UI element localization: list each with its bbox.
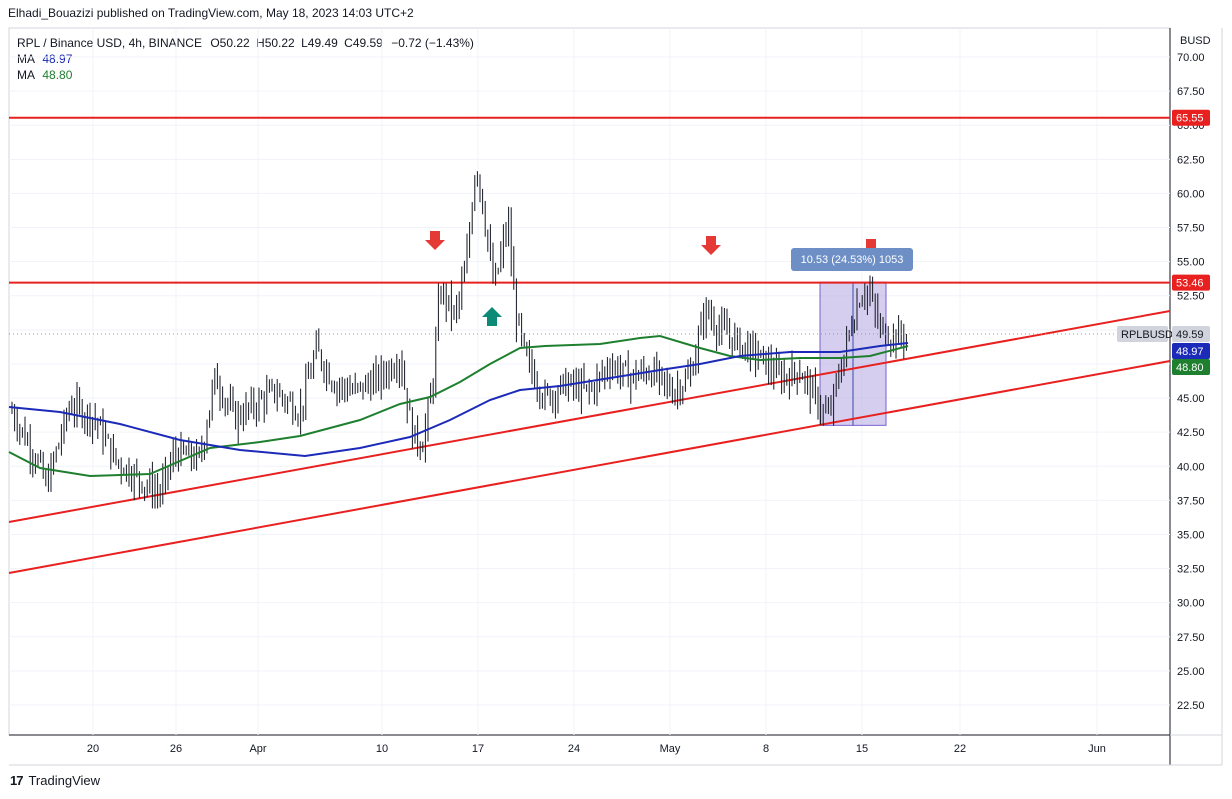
y-tick-label: 55.00 [1177,257,1205,269]
legend-ma1-row[interactable]: MA 48.97 [17,51,474,67]
candles [11,171,907,509]
x-tick-label: 10 [376,743,388,755]
y-axis-ticks: 70.0067.5065.0062.5060.0057.5055.0052.50… [1177,52,1205,712]
y-tick-label: 40.00 [1177,461,1205,473]
badge-ma1: 48.97 [1172,343,1210,359]
trendline-lower[interactable] [8,360,1171,574]
badge-last-price-text: 49.59 [1176,329,1204,341]
arrow-down-icon [425,231,445,250]
grid [9,28,1170,735]
arrow-down-icon [701,236,721,255]
chart-legend: RPL / Binance USD, 4h, BINANCE O50.22 H5… [17,35,474,83]
x-axis-ticks: 20 26 Apr 10 17 24 May 8 15 22 Jun [87,743,1106,755]
legend-open-label: O [210,36,220,50]
x-tick-label: 17 [472,743,484,755]
badge-resistance-high: 65.55 [1172,109,1210,126]
x-tick-label: May [660,743,681,755]
legend-low-label: L [301,36,308,50]
x-tick-label: 8 [763,743,769,755]
badge-ma2-text: 48.80 [1176,362,1204,374]
arrow-up-icon [482,307,502,326]
y-tick-label: 45.00 [1177,393,1205,405]
legend-close: 49.59 [352,36,383,50]
ma-line-green[interactable] [8,334,909,478]
footer-brand-text: TradingView [28,773,101,788]
x-tick-label: 15 [856,743,868,755]
badge-ma2: 48.80 [1172,359,1210,375]
publish-attribution: Elhadi_Bouazizi published on TradingView… [8,6,414,20]
y-axis-currency: BUSD [1180,35,1211,47]
y-tick-label: 22.50 [1177,700,1205,712]
legend-close-label: C [344,36,353,50]
x-tick-label: 20 [87,743,99,755]
badge-resistance-mid-text: 53.46 [1176,278,1204,290]
x-tick-label: 24 [568,743,580,755]
badge-last-price: 49.59 [1172,326,1210,342]
symbol-tag: RPLBUSD [1117,326,1173,342]
ma-line-blue[interactable] [8,342,909,458]
x-tick-label: 26 [170,743,182,755]
badge-ma1-text: 48.97 [1176,346,1204,358]
y-tick-label: 35.00 [1177,529,1205,541]
measure-label-text: 10.53 (24.53%) 1053 [801,254,904,266]
legend-low: 49.49 [307,36,338,50]
footer-brand[interactable]: 17 TradingView [10,773,100,788]
x-tick-label: Jun [1088,743,1106,755]
legend-ohlc-row: RPL / Binance USD, 4h, BINANCE O50.22 H5… [17,35,474,51]
x-tick-label: 22 [954,743,966,755]
trendline-upper[interactable] [8,310,1171,523]
y-tick-label: 30.00 [1177,598,1205,610]
measure-label: 10.53 (24.53%) 1053 [791,248,913,271]
y-tick-label: 57.50 [1177,223,1205,235]
y-tick-label: 52.50 [1177,291,1205,303]
legend-symbol: RPL / Binance USD, 4h, BINANCE [17,36,202,50]
x-tick-label: Apr [249,743,266,755]
y-tick-label: 32.50 [1177,564,1205,576]
y-tick-label: 62.50 [1177,154,1205,166]
legend-ma1-value: 48.97 [42,52,73,66]
y-tick-label: 27.50 [1177,632,1205,644]
legend-ma2-row[interactable]: MA 48.80 [17,67,474,83]
y-tick-label: 67.50 [1177,86,1205,98]
badge-resistance-high-text: 65.55 [1176,113,1204,125]
y-tick-label: 25.00 [1177,666,1205,678]
y-tick-label: 60.00 [1177,188,1205,200]
legend-high-label: H [256,36,265,50]
legend-ma1-label: MA [17,52,35,66]
tradingview-logo-icon: 17 [10,773,24,788]
legend-ma2-value: 48.80 [42,68,73,82]
legend-open: 50.22 [219,36,250,50]
legend-high: 50.22 [264,36,295,50]
y-tick-label: 37.50 [1177,495,1205,507]
y-tick-label: 42.50 [1177,427,1205,439]
legend-ma2-label: MA [17,68,35,82]
symbol-tag-text: RPLBUSD [1121,329,1173,341]
badge-resistance-mid: 53.46 [1172,274,1210,291]
legend-change: −0.72 (−1.43%) [391,36,474,50]
y-tick-label: 70.00 [1177,52,1205,64]
